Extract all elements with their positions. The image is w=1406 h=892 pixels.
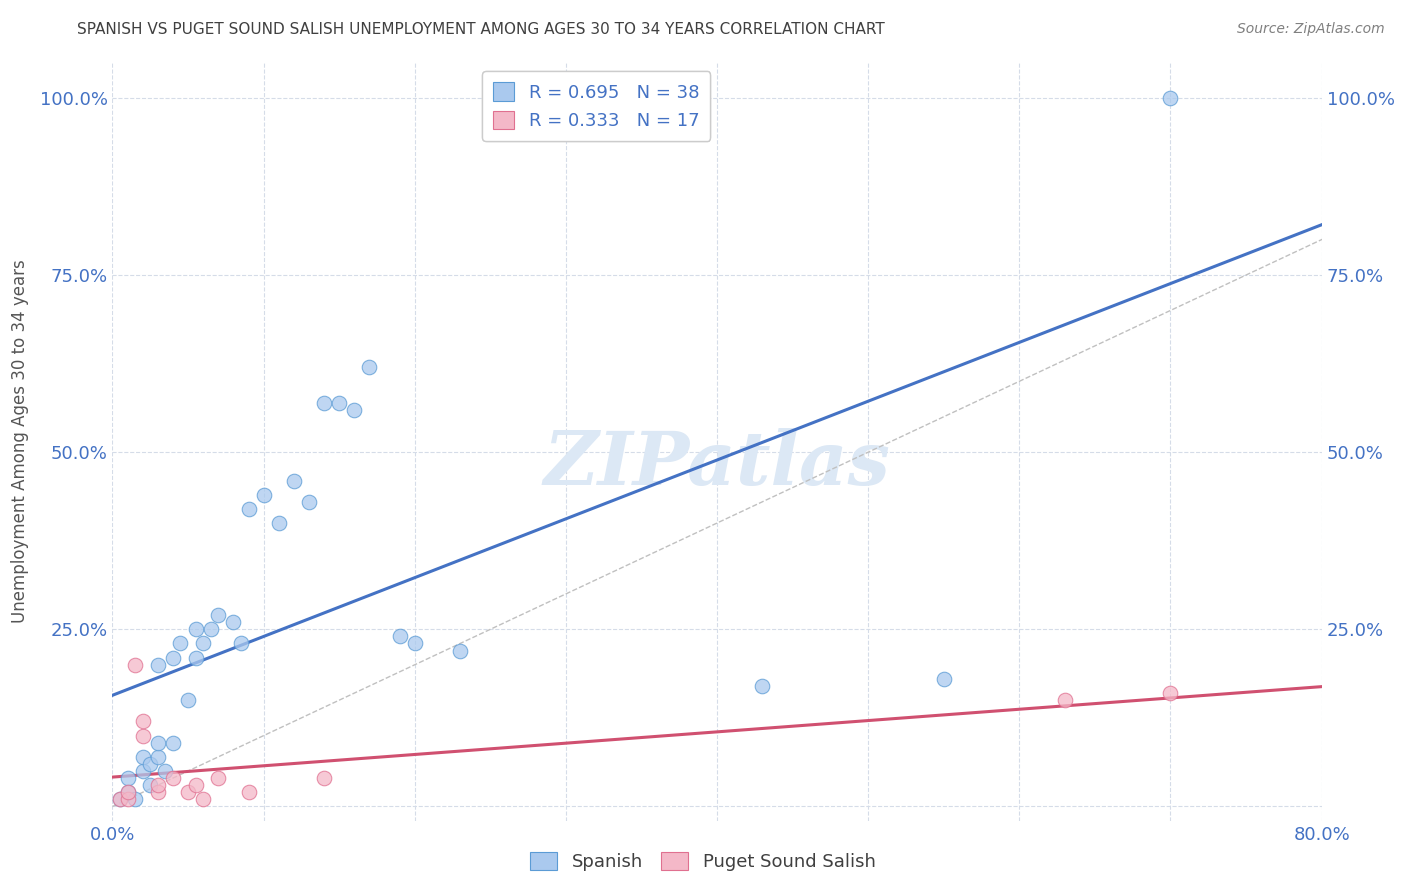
- Point: [146, 657, 169, 672]
- Point: [108, 792, 131, 806]
- Point: [359, 360, 381, 375]
- Point: [146, 785, 169, 799]
- Point: [283, 474, 305, 488]
- Text: SPANISH VS PUGET SOUND SALISH UNEMPLOYMENT AMONG AGES 30 TO 34 YEARS CORRELATION: SPANISH VS PUGET SOUND SALISH UNEMPLOYME…: [77, 22, 886, 37]
- Point: [184, 778, 207, 792]
- Point: [238, 785, 260, 799]
- Point: [146, 778, 169, 792]
- Point: [200, 623, 222, 637]
- Point: [162, 736, 184, 750]
- Point: [404, 636, 426, 650]
- Point: [207, 608, 229, 623]
- Point: [146, 736, 169, 750]
- Point: [117, 771, 139, 785]
- Point: [314, 771, 336, 785]
- Point: [298, 495, 321, 509]
- Point: [191, 792, 214, 806]
- Point: [162, 650, 184, 665]
- Point: [139, 756, 162, 771]
- Point: [253, 488, 276, 502]
- Point: [314, 395, 336, 409]
- Y-axis label: Unemployment Among Ages 30 to 34 years: Unemployment Among Ages 30 to 34 years: [10, 260, 28, 624]
- Point: [267, 516, 290, 530]
- Point: [132, 729, 155, 743]
- Point: [162, 771, 184, 785]
- Point: [449, 643, 471, 657]
- Point: [117, 785, 139, 799]
- Legend: Spanish, Puget Sound Salish: Spanish, Puget Sound Salish: [523, 845, 883, 879]
- Point: [124, 657, 146, 672]
- Point: [343, 402, 366, 417]
- Point: [155, 764, 177, 778]
- Legend: R = 0.695   N = 38, R = 0.333   N = 17: R = 0.695 N = 38, R = 0.333 N = 17: [482, 71, 710, 141]
- Point: [132, 764, 155, 778]
- Point: [229, 636, 252, 650]
- Text: ZIPatlas: ZIPatlas: [544, 428, 890, 500]
- Point: [108, 792, 131, 806]
- Point: [1053, 693, 1076, 707]
- Point: [117, 792, 139, 806]
- Point: [146, 750, 169, 764]
- Point: [139, 778, 162, 792]
- Point: [238, 501, 260, 516]
- Point: [132, 714, 155, 729]
- Point: [328, 395, 350, 409]
- Point: [207, 771, 229, 785]
- Point: [132, 750, 155, 764]
- Point: [184, 650, 207, 665]
- Point: [191, 636, 214, 650]
- Point: [184, 623, 207, 637]
- Point: [124, 792, 146, 806]
- Point: [1159, 686, 1181, 700]
- Point: [177, 785, 200, 799]
- Point: [388, 629, 411, 643]
- Point: [751, 679, 773, 693]
- Point: [222, 615, 245, 630]
- Point: [177, 693, 200, 707]
- Point: [117, 785, 139, 799]
- Point: [169, 636, 191, 650]
- Point: [932, 672, 955, 686]
- Point: [1159, 91, 1181, 105]
- Text: Source: ZipAtlas.com: Source: ZipAtlas.com: [1237, 22, 1385, 37]
